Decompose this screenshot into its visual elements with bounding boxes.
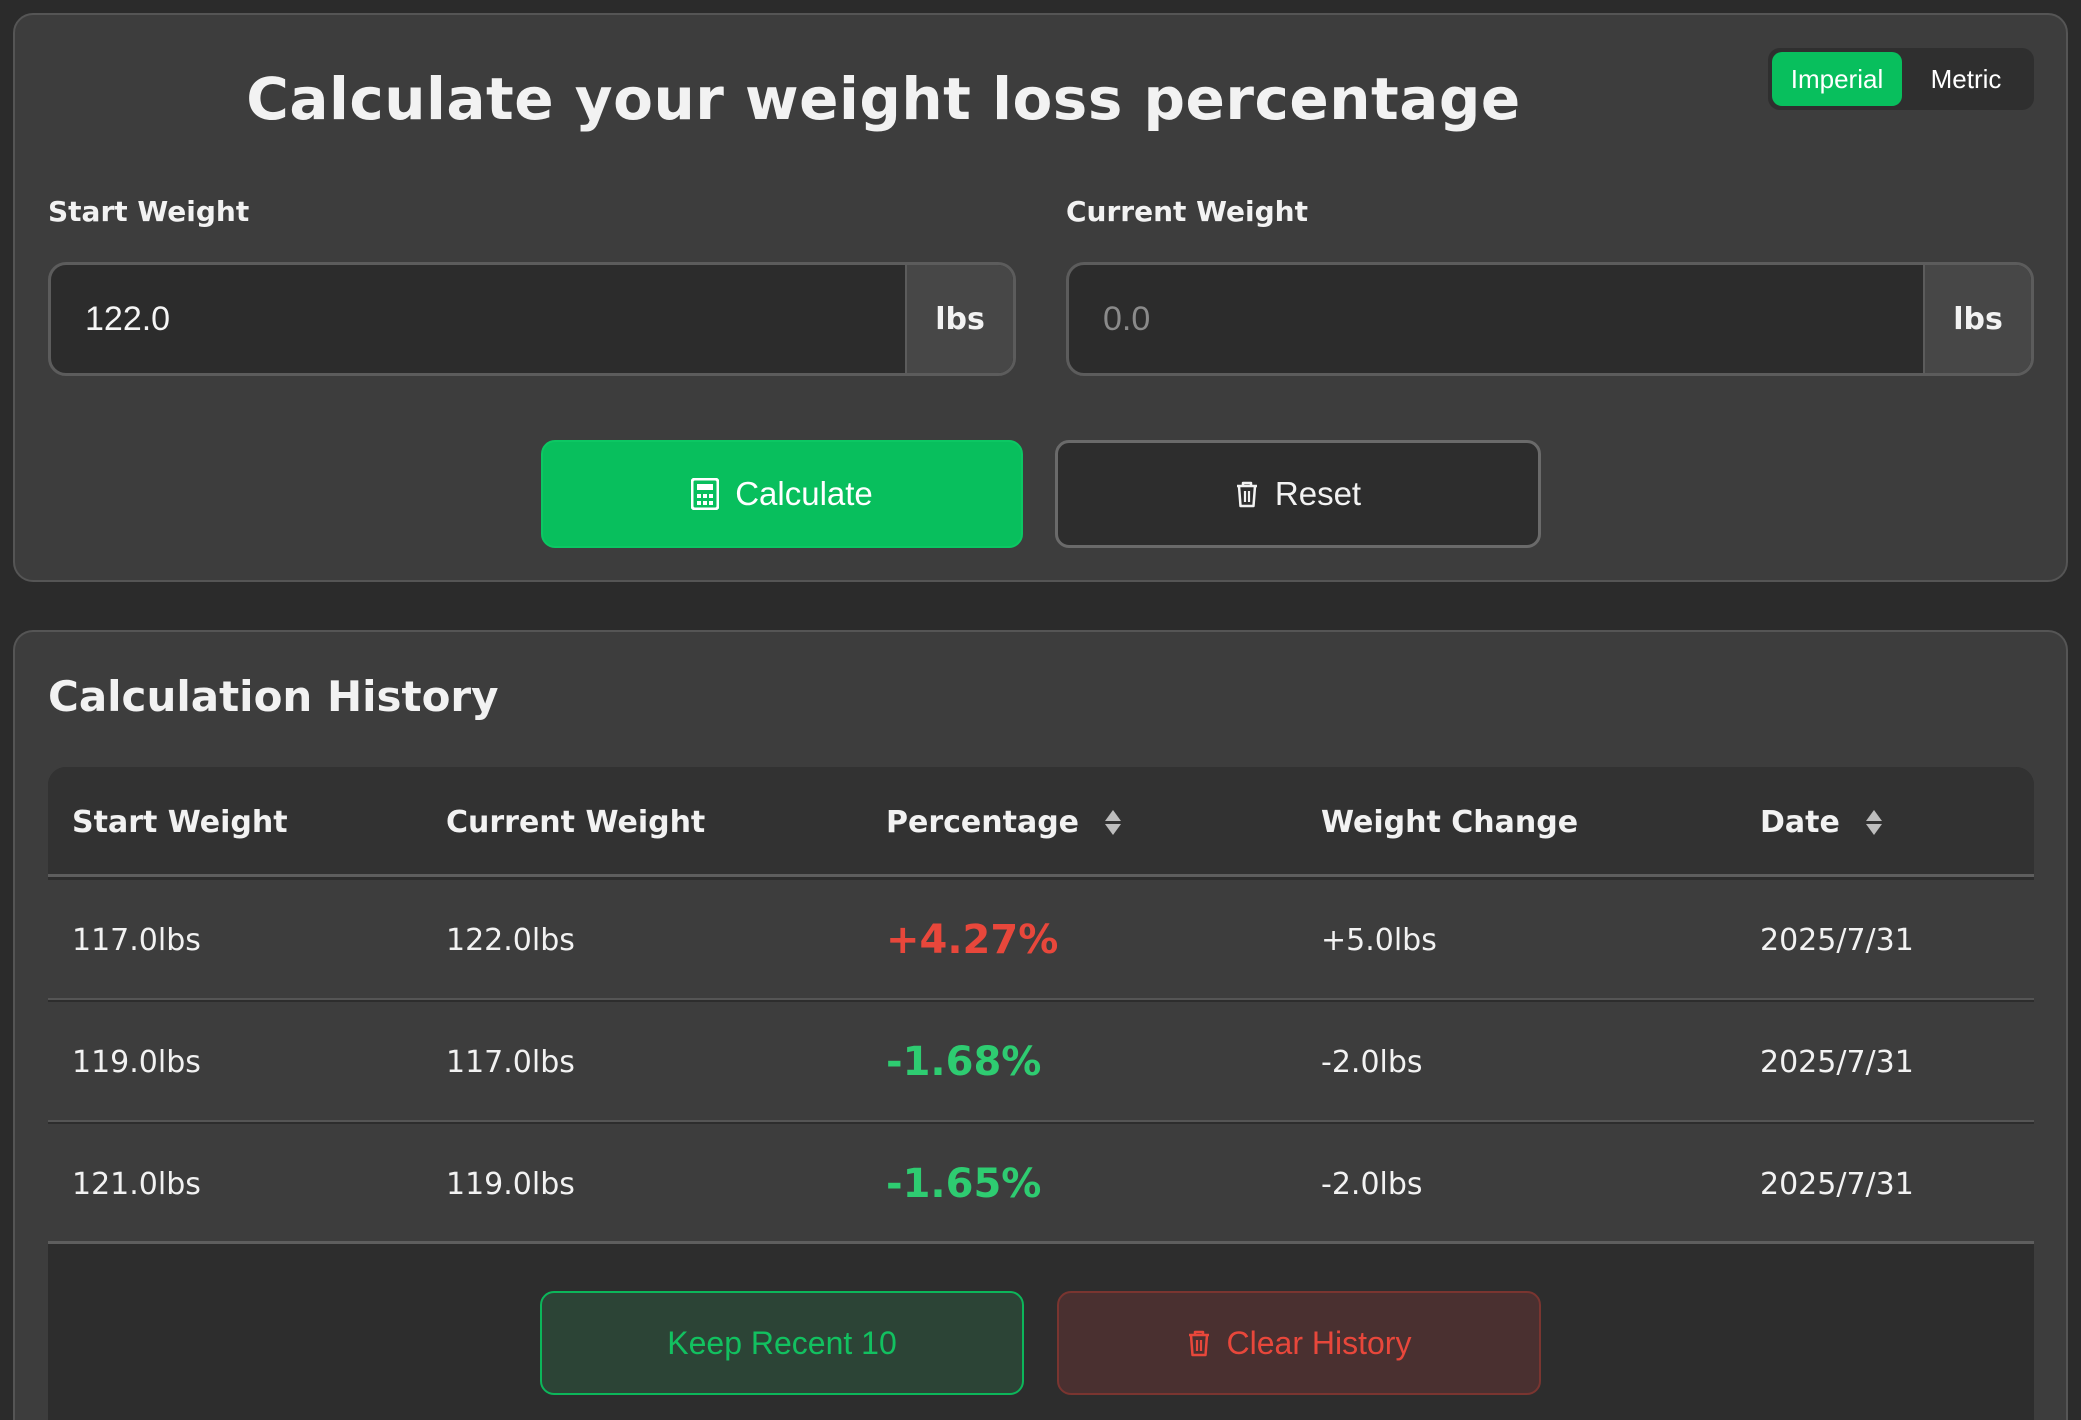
table-row: 119.0lbs 117.0lbs -1.68% -2.0lbs 2025/7/… [48, 1002, 2034, 1122]
percentage-cell: +4.27% [886, 917, 1059, 963]
date-cell: 2025/7/31 [1760, 922, 1914, 958]
start-weight-input-group: 122.0 lbs [48, 262, 1016, 376]
trash-icon [1236, 481, 1257, 508]
current-weight-input[interactable]: 0.0 [1103, 299, 1151, 338]
weight-change-cell: -2.0lbs [1321, 1044, 1423, 1080]
date-cell: 2025/7/31 [1760, 1166, 1914, 1202]
start-weight-unit: lbs [905, 265, 1013, 373]
trash-icon [1188, 1330, 1209, 1357]
reset-button[interactable]: Reset [1055, 440, 1541, 548]
start-weight-input[interactable]: 122.0 [85, 299, 171, 338]
reset-label: Reset [1274, 475, 1362, 512]
calculate-label: Calculate [735, 475, 873, 512]
history-title: Calculation History [48, 672, 499, 721]
clear-history-button[interactable]: Clear History [1057, 1291, 1541, 1395]
current-weight-label: Current Weight [1066, 195, 1308, 228]
current-weight-cell: 122.0lbs [446, 922, 575, 958]
weight-change-cell: +5.0lbs [1321, 922, 1437, 958]
calculator-card: Calculate your weight loss percentage Im… [13, 13, 2068, 582]
table-row: 121.0lbs 119.0lbs -1.65% -2.0lbs 2025/7/… [48, 1124, 2034, 1244]
metric-option[interactable]: Metric [1930, 63, 2002, 94]
column-weight-change: Weight Change [1321, 804, 1579, 840]
current-weight-input-group: 0.0 lbs [1066, 262, 2034, 376]
date-cell: 2025/7/31 [1760, 1044, 1914, 1080]
calculate-button[interactable]: Calculate [541, 440, 1023, 548]
table-header: Start Weight Current Weight Percentage W… [48, 767, 2034, 877]
sort-icon[interactable] [1865, 809, 1882, 835]
history-card: Calculation History Start Weight Current… [13, 630, 2068, 1420]
page-title: Calculate your weight loss percentage [246, 65, 1521, 133]
calculator-icon [691, 478, 720, 510]
start-weight-label: Start Weight [48, 195, 250, 228]
start-weight-cell: 119.0lbs [72, 1044, 201, 1080]
column-percentage[interactable]: Percentage [886, 767, 1122, 877]
current-weight-cell: 119.0lbs [446, 1166, 575, 1202]
start-weight-cell: 117.0lbs [72, 922, 201, 958]
column-start-weight: Start Weight [72, 804, 288, 840]
percentage-cell: -1.68% [886, 1039, 1042, 1085]
weight-change-cell: -2.0lbs [1321, 1166, 1423, 1202]
sort-icon[interactable] [1105, 809, 1122, 835]
current-weight-unit: lbs [1923, 265, 2031, 373]
table-row: 117.0lbs 122.0lbs +4.27% +5.0lbs 2025/7/… [48, 880, 2034, 1000]
imperial-option[interactable]: Imperial [1772, 52, 1902, 106]
keep-recent-button[interactable]: Keep Recent 10 [540, 1291, 1024, 1395]
clear-history-label: Clear History [1226, 1324, 1412, 1361]
start-weight-cell: 121.0lbs [72, 1166, 201, 1202]
current-weight-cell: 117.0lbs [446, 1044, 575, 1080]
column-current-weight: Current Weight [446, 804, 706, 840]
unit-toggle: Imperial Metric [1768, 48, 2034, 110]
percentage-cell: -1.65% [886, 1161, 1042, 1207]
keep-recent-label: Keep Recent 10 [667, 1324, 897, 1361]
column-date[interactable]: Date [1760, 767, 1882, 877]
history-table: Start Weight Current Weight Percentage W… [48, 767, 2034, 1420]
